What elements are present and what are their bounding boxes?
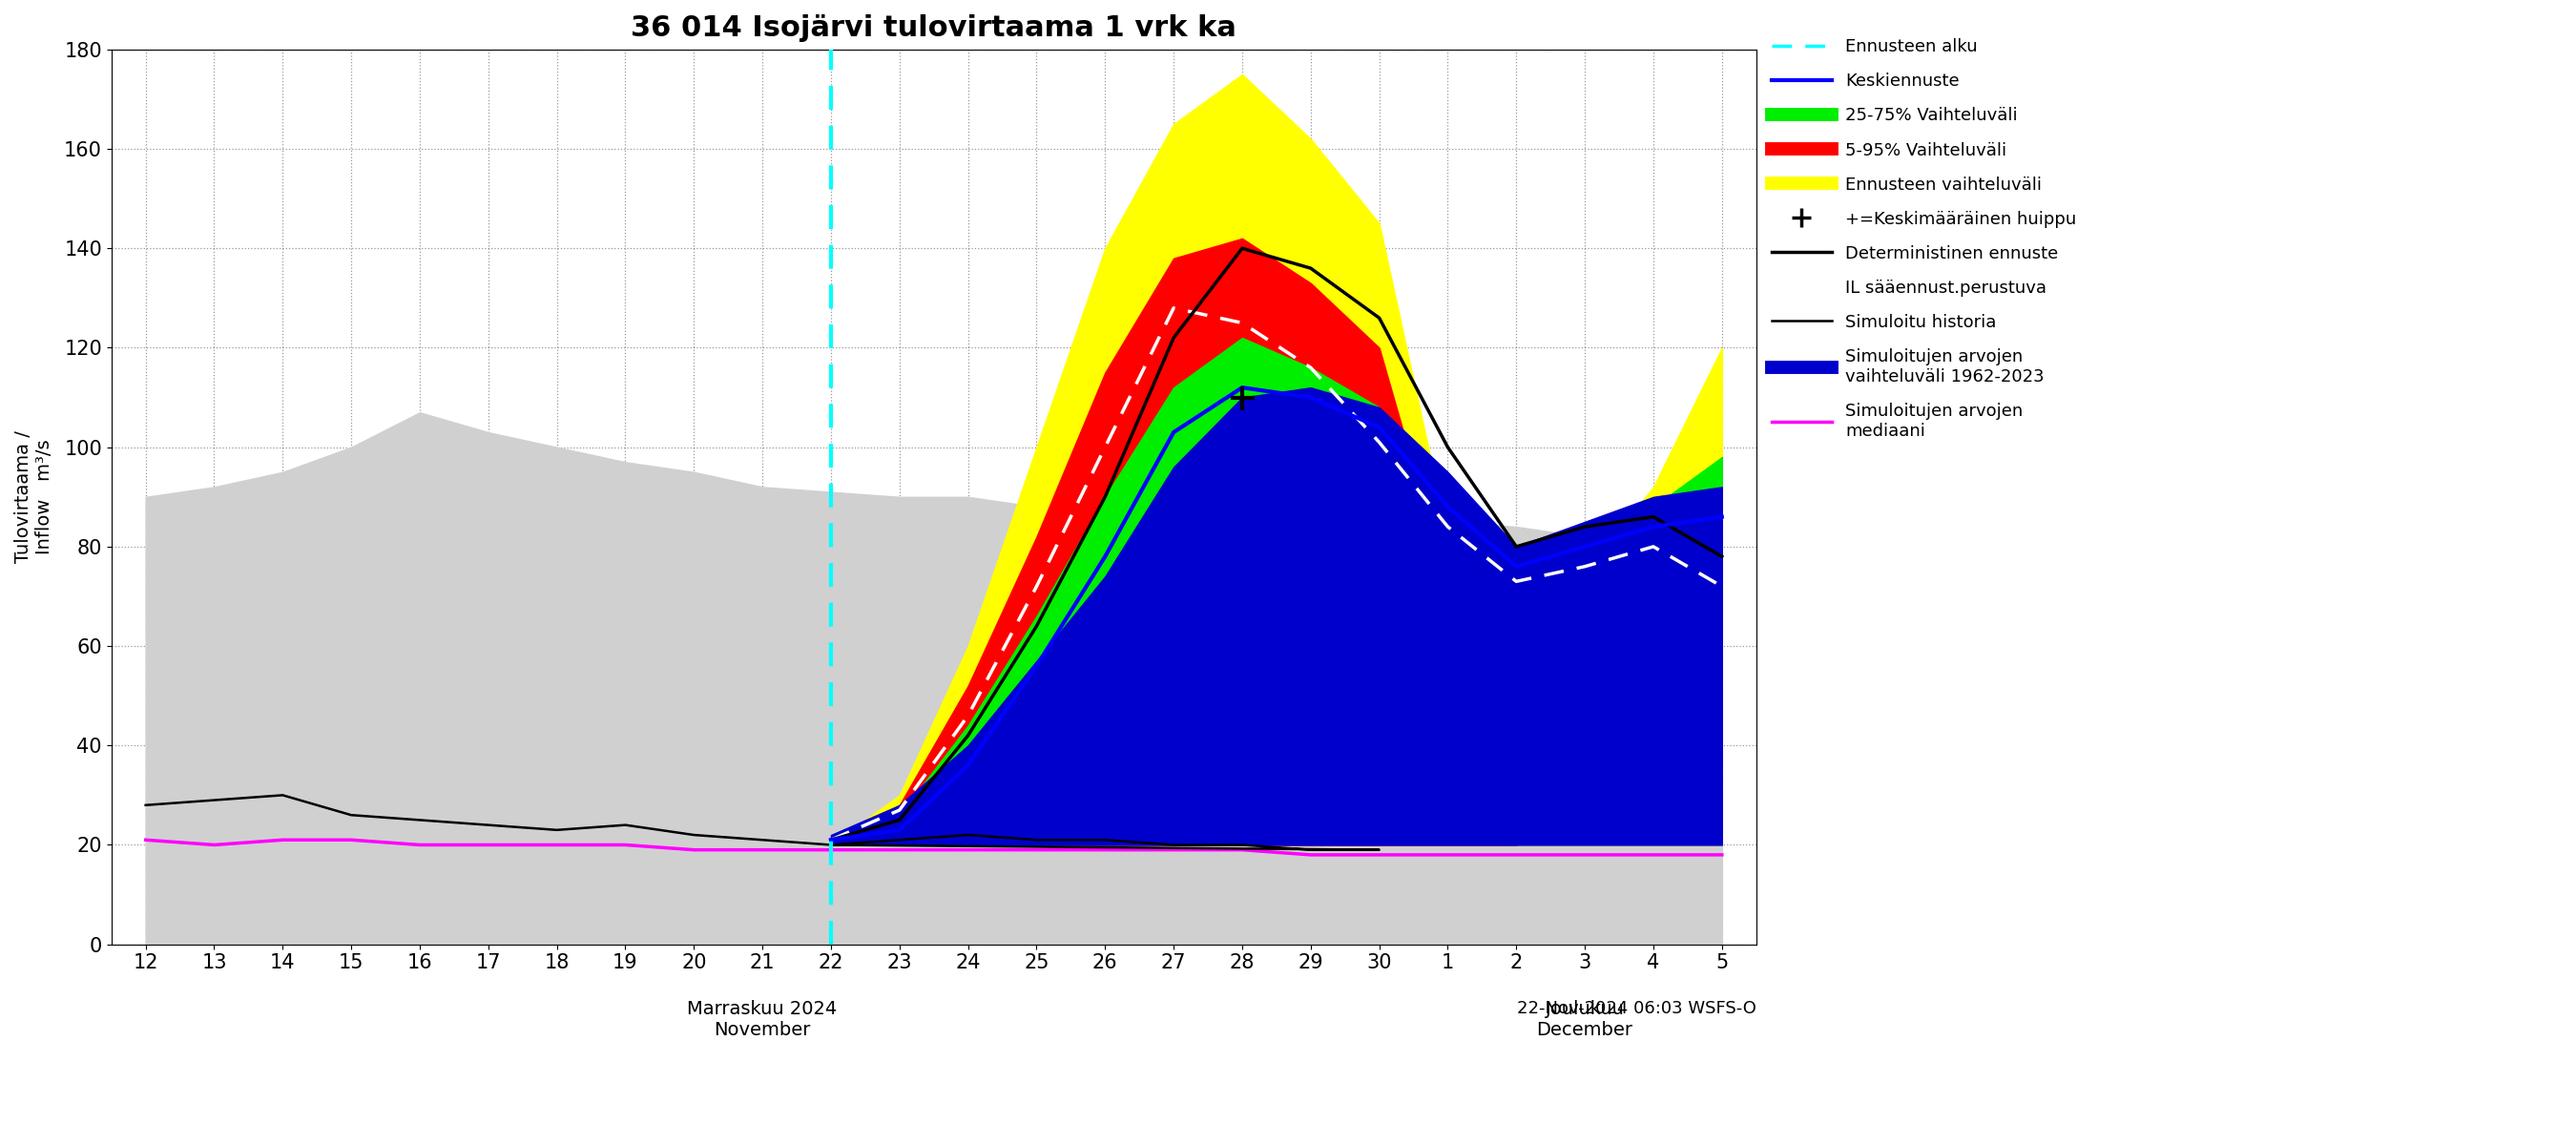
- Y-axis label: Tulovirtaama /
Inflow   m³/s: Tulovirtaama / Inflow m³/s: [15, 431, 54, 563]
- Legend: Ennusteen alku, Keskiennuste, 25-75% Vaihteluväli, 5-95% Vaihteluväli, Ennusteen: Ennusteen alku, Keskiennuste, 25-75% Vai…: [1765, 32, 2084, 447]
- Text: Marraskuu 2024
November: Marraskuu 2024 November: [688, 1000, 837, 1040]
- Text: 22-Nov-2024 06:03 WSFS-O: 22-Nov-2024 06:03 WSFS-O: [1517, 1000, 1757, 1017]
- Text: Joulukuu
December: Joulukuu December: [1538, 1000, 1633, 1040]
- Title: 36 014 Isojärvi tulovirtaama 1 vrk ka: 36 014 Isojärvi tulovirtaama 1 vrk ka: [631, 14, 1236, 42]
